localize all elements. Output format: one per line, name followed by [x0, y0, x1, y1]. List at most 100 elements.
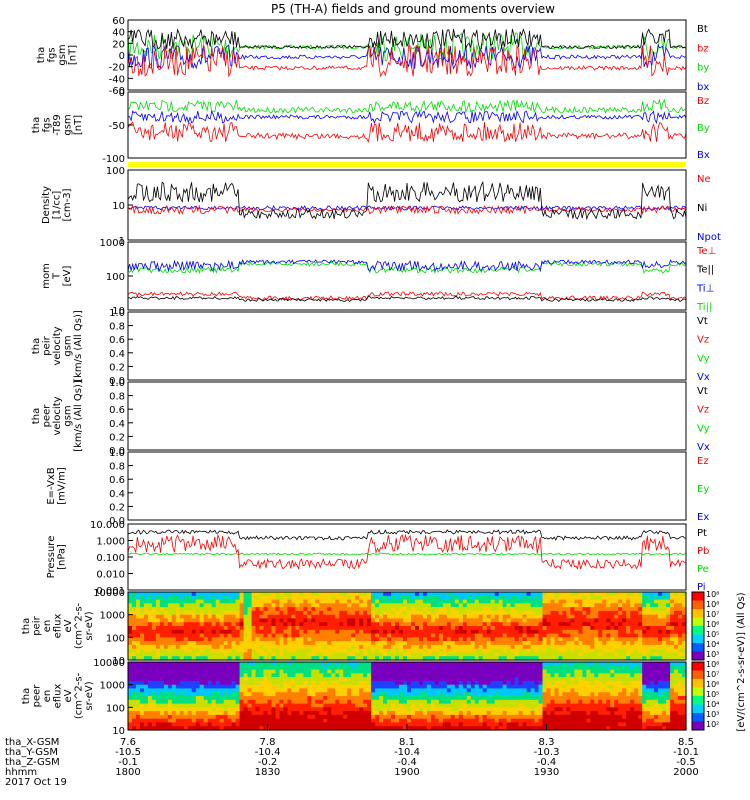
spectrogram-cell — [128, 629, 133, 635]
spectrogram-cell — [311, 714, 316, 720]
spectrogram-cell — [199, 662, 205, 667]
spectrogram-cell — [566, 610, 571, 616]
spectrogram-cell — [367, 644, 372, 650]
spectrogram-cell — [307, 610, 312, 616]
spectrogram-cell — [534, 607, 540, 612]
spectrogram-cell — [482, 714, 488, 720]
spectrogram-cell — [490, 618, 496, 623]
spectrogram-cell — [674, 629, 679, 635]
spectrogram-cell — [590, 711, 595, 716]
spectrogram-cell — [490, 673, 496, 678]
spectrogram-cell — [574, 722, 579, 727]
spectrogram-cell — [574, 688, 579, 693]
spectrogram-cell — [331, 718, 336, 724]
spectrogram-cell — [215, 718, 221, 724]
spectrogram-cell — [355, 684, 360, 690]
spectrogram-cell — [163, 714, 169, 720]
spectrogram-cell — [446, 699, 452, 705]
spectrogram-cell — [267, 673, 273, 678]
spectrogram-cell — [159, 673, 165, 678]
spectrogram-cell — [223, 644, 229, 650]
spectrogram-cell — [136, 637, 141, 642]
spectrogram-cell — [331, 614, 336, 620]
spectrogram-cell — [486, 707, 492, 712]
spectrogram-cell — [223, 665, 229, 671]
spectrogram-cell — [275, 707, 281, 712]
spectrogram-cell — [546, 618, 552, 623]
spectrogram-cell — [630, 633, 635, 638]
y-tick-label: 1 — [119, 236, 125, 247]
spectrogram-cell — [171, 652, 177, 657]
spectrogram-cell — [474, 696, 480, 701]
spectrogram-cell — [375, 641, 380, 646]
spectrogram-cell — [391, 669, 396, 674]
spectrogram-cell — [506, 607, 512, 612]
spectrogram-cell — [534, 707, 540, 712]
spectrogram-cell — [227, 633, 233, 638]
spectrogram-cell — [155, 673, 161, 678]
spectrogram-cell — [287, 656, 292, 661]
spectrogram-cell — [566, 703, 571, 708]
spectrogram-cell — [415, 711, 420, 716]
spectrogram-cell — [323, 656, 328, 661]
spectrogram-cell — [486, 711, 492, 716]
spectrogram-cell — [343, 648, 348, 654]
spectrogram-cell — [518, 633, 524, 638]
spectrogram-cell — [395, 641, 400, 646]
spectrogram-cell — [566, 592, 571, 597]
spectrogram-cell — [255, 684, 261, 690]
spectrogram-cell — [542, 722, 548, 727]
spectrogram-cell — [171, 618, 177, 623]
spectrogram-cell — [438, 610, 444, 616]
spectrogram-cell — [618, 707, 623, 712]
spectrogram-cell — [355, 673, 360, 678]
spectrogram-cell — [243, 652, 249, 657]
spectrogram-cell — [502, 595, 508, 601]
spectrogram-cell — [167, 599, 173, 604]
spectrogram-cell — [458, 592, 464, 597]
spectrogram-cell — [602, 614, 607, 620]
spectrogram-cell — [602, 718, 607, 724]
spectrogram-cell — [542, 637, 548, 642]
spectrogram-cell — [295, 688, 300, 693]
spectrogram-cell — [622, 614, 627, 620]
spectrogram-cell — [438, 633, 444, 638]
spectrogram-cell — [610, 688, 615, 693]
spectrogram-cell — [538, 618, 544, 623]
spectrogram-cell — [422, 592, 428, 597]
y-tick-label: -50 — [109, 121, 125, 132]
spectrogram-cell — [634, 603, 639, 608]
spectrogram-cell — [566, 677, 571, 682]
spectrogram-cell — [311, 648, 316, 654]
spectrogram-cell — [546, 644, 552, 650]
spectrogram-cell — [307, 652, 312, 657]
spectrogram-cell — [510, 711, 516, 716]
spectrogram-cell — [530, 722, 536, 727]
spectrogram-cell — [534, 726, 540, 731]
spectrogram-cell — [259, 726, 265, 731]
spectrogram-cell — [474, 641, 480, 646]
spectrogram-cell — [514, 607, 520, 612]
spectrogram-cell — [578, 714, 583, 720]
spectrogram-cell — [538, 673, 544, 678]
spectrogram-cell — [622, 677, 627, 682]
spectrogram-cell — [446, 692, 452, 697]
spectrogram-cell — [347, 637, 352, 642]
spectrogram-cell — [227, 673, 233, 678]
spectrogram-cell — [426, 641, 432, 646]
spectrogram-cell — [562, 599, 567, 604]
spectrogram-cell — [383, 595, 388, 601]
spectrogram-cell — [295, 669, 300, 674]
spectrogram-cell — [136, 648, 141, 654]
spectrogram-cell — [299, 707, 304, 712]
spectrogram-cell — [231, 677, 237, 682]
spectrogram-cell — [363, 629, 368, 635]
spectrogram-cell — [303, 614, 308, 620]
spectrogram-cell — [478, 595, 484, 601]
spectrogram-cell — [407, 692, 412, 697]
spectrogram-cell — [223, 599, 229, 604]
spectrogram-cell — [446, 726, 452, 731]
spectrogram-cell — [371, 707, 376, 712]
spectrogram-cell — [399, 703, 404, 708]
spectrogram-cell — [486, 626, 492, 631]
